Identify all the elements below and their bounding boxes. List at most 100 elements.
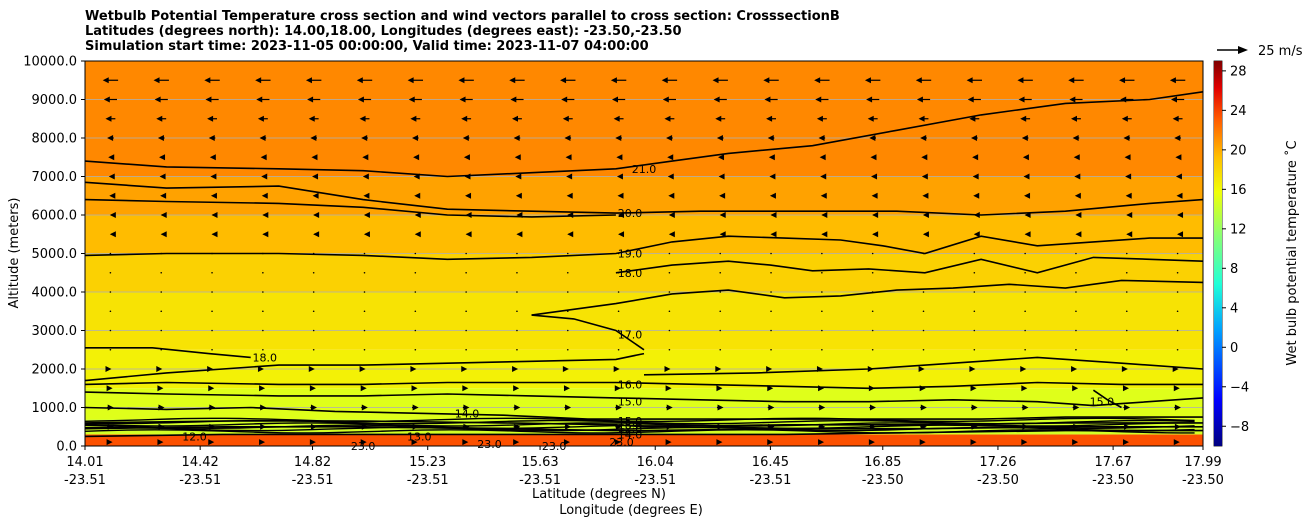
wind-arrow-head [818, 439, 825, 446]
wind-dot [719, 348, 722, 351]
colorbar-tick-label-3: 4 [1230, 301, 1238, 316]
wind-arrow-head [820, 173, 827, 180]
x-tick-lat-label-7: 16.85 [864, 455, 901, 470]
wind-dot [973, 329, 976, 332]
wind-arrow-head [770, 231, 777, 238]
contour-line-surface-1 [85, 426, 1195, 432]
wind-dot [871, 348, 874, 351]
wind-dot [1024, 252, 1026, 255]
wind-arrow-head [819, 423, 826, 430]
contour-label-17.0: 17.0 [618, 328, 643, 341]
wind-arrow-head [107, 423, 114, 430]
wind-arrow-head [866, 96, 873, 103]
wind-arrow-head [159, 154, 166, 161]
wind-arrow-head [864, 77, 871, 84]
wind-dot [1176, 252, 1179, 255]
wind-arrow-head [718, 173, 725, 180]
wind-arrow-head [1075, 212, 1082, 218]
wind-dot [109, 291, 112, 293]
wind-arrow-head [463, 423, 470, 430]
wind-arrow-head [156, 115, 163, 122]
wind-arrow-head [208, 439, 215, 446]
wind-arrow-head [410, 115, 417, 122]
wind-arrow-head [871, 173, 878, 180]
contour-label-extra-1: 23.0 [477, 438, 502, 451]
wind-arrow-head [763, 77, 770, 84]
wind-arrow-head [311, 154, 318, 161]
wind-arrow-head [414, 192, 421, 199]
wind-arrow-head [1169, 77, 1176, 84]
wind-arrow-head [154, 96, 161, 103]
wind-arrow-head [160, 212, 167, 218]
wind-arrow-head [357, 96, 364, 103]
wind-arrow-head [1125, 192, 1132, 199]
wind-arrow-head [257, 115, 264, 122]
wind-arrow-head [666, 135, 673, 141]
wind-arrow-head [1072, 439, 1079, 446]
wind-arrow-head [920, 404, 927, 411]
wind-dot [1176, 291, 1179, 293]
wind-arrow-head [261, 173, 268, 180]
axes: 0.0 1000.0 2000.0 3000.0 4000.0 5000.0 6000.0 7… [23, 55, 1224, 489]
wind-dot [922, 271, 925, 274]
wind-arrow-head [305, 77, 312, 84]
wind-arrow-head [717, 404, 724, 411]
wind-arrow-head [768, 154, 775, 161]
wind-dot [821, 310, 823, 313]
wind-dot [465, 348, 467, 351]
wind-arrow-head [611, 96, 618, 103]
wind-arrow-head [515, 192, 522, 199]
wind-dot [770, 271, 772, 274]
quiver-key-label: 25 m/s [1258, 44, 1303, 59]
contour-line-16.5 [643, 356, 1203, 376]
contour-label-extra-3: 12.0 [182, 430, 207, 443]
x-tick-lat-label-2: 14.82 [294, 455, 331, 470]
y-tick-label-8: 8000.0 [32, 132, 78, 147]
wind-arrow-head [513, 385, 520, 392]
wind-arrow-head [1173, 439, 1180, 446]
wind-arrow-head [158, 404, 165, 411]
wind-arrow-head [1021, 135, 1028, 141]
wind-dot [821, 252, 823, 255]
wind-arrow-head [310, 404, 317, 411]
wind-arrow-head [1020, 366, 1027, 372]
wind-dot [668, 348, 671, 351]
x-tick-lat-label-9: 17.67 [1095, 455, 1132, 470]
wind-dot [516, 310, 518, 313]
wind-dot [922, 310, 925, 313]
contour-line-19.0 [85, 235, 1203, 261]
wind-arrow-head [465, 231, 472, 238]
wind-arrow-head [971, 135, 978, 141]
wind-arrow-head [1123, 135, 1130, 141]
wind-arrow-head [363, 192, 370, 199]
colorbar-label: Wet bulb potential temperature ˚C [1284, 140, 1300, 365]
wind-dot [363, 252, 366, 255]
wind-arrow-head [1175, 173, 1182, 180]
wind-arrow-head [614, 385, 621, 392]
wind-arrow-head [668, 192, 675, 199]
wind-arrow-head [1173, 385, 1180, 392]
wind-arrow-head [1017, 77, 1024, 84]
contour-label-18.0: 18.0 [618, 267, 643, 280]
wind-dot [262, 271, 264, 274]
wind-dot [973, 310, 976, 313]
wind-arrow-head [716, 439, 723, 446]
wind-dot [414, 329, 417, 332]
contour-line-surface-2 [85, 424, 1195, 430]
wind-dot [262, 291, 264, 293]
wind-arrow-head [766, 115, 773, 122]
contour-label-19.0: 19.0 [618, 248, 643, 261]
wind-arrow-head [1126, 231, 1133, 238]
wind-dot [1075, 291, 1077, 293]
wind-arrow-head [261, 192, 268, 199]
wind-arrow-head [359, 115, 366, 122]
wind-dot [922, 252, 925, 255]
wind-arrow-head [461, 366, 468, 372]
wind-arrow-head [1125, 173, 1132, 180]
chart-title-line-2: Latitudes (degrees north): 14.00,18.00, … [85, 24, 682, 39]
wind-arrow-head [361, 404, 368, 411]
wind-arrow-head [1073, 423, 1080, 430]
wind-arrow-head [565, 404, 572, 411]
wind-arrow-head [1172, 115, 1179, 122]
wind-dot [1125, 271, 1128, 274]
